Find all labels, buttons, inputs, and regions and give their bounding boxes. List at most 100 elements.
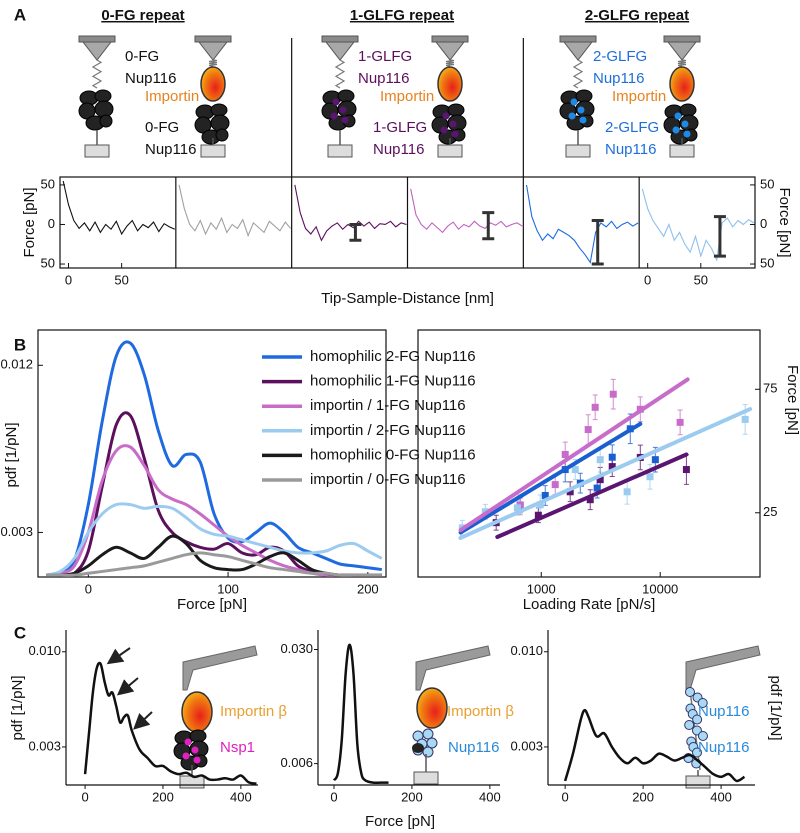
y-axis-label: pdf [1/pN] — [9, 675, 26, 740]
fg-repeat — [672, 126, 680, 134]
fg-repeat — [451, 130, 459, 138]
density-curve — [332, 643, 389, 785]
x-tick-label: 200 — [401, 789, 423, 804]
y-axis-label: pdf [1/pN] — [3, 422, 20, 487]
data-point — [586, 496, 594, 504]
fg-domain — [99, 114, 113, 128]
y-axis-label: pdf [1/pN] — [767, 675, 784, 740]
density-curve — [563, 708, 746, 783]
cartoon-label: Nup116 — [125, 70, 176, 87]
data-point — [566, 488, 574, 496]
fg-repeat — [440, 126, 448, 134]
cartoon-label: Importin — [145, 88, 199, 105]
x-tick-label: 0 — [562, 789, 569, 804]
x-tick-label: 100 — [217, 581, 239, 596]
plot-frame — [37, 329, 387, 578]
data-point — [623, 488, 631, 496]
y-tick-label: 0.003 — [28, 738, 61, 753]
y-tick-label: 0.010 — [510, 643, 543, 658]
data-point — [741, 415, 749, 423]
y-tick-label: 50 — [41, 176, 55, 191]
x-tick-label: 10000 — [642, 581, 678, 596]
data-point — [513, 504, 521, 512]
fg-repeat — [339, 106, 347, 114]
y-tick-label: 50 — [760, 176, 774, 191]
nup116-domain — [684, 720, 695, 730]
importin — [181, 691, 213, 733]
cartoon-label: 2-GLFG — [605, 119, 659, 136]
fg-repeat — [191, 746, 199, 754]
fg-domain — [412, 743, 424, 753]
cartoon-label: Nsp1 — [220, 739, 255, 756]
panel-header: 1-GLFG repeat — [350, 7, 454, 24]
cantilever-base — [663, 35, 701, 43]
y-tick-label: 0 — [760, 216, 767, 231]
rupture-force-bar — [349, 222, 362, 242]
linker — [572, 59, 584, 89]
force-trace — [641, 188, 755, 263]
data-point — [551, 481, 559, 489]
substrate — [179, 775, 205, 789]
x-tick-label: 0 — [65, 272, 72, 287]
cantilever-tip — [562, 41, 594, 61]
y-axis-label: Force [pN] — [776, 187, 793, 257]
nup116-domain — [426, 737, 438, 749]
x-tick-label: 400 — [479, 789, 501, 804]
x-tick-label: 200 — [357, 581, 379, 596]
cantilever-tip — [324, 41, 356, 61]
data-point — [609, 390, 617, 398]
cantilever-base — [78, 35, 116, 43]
data-point — [584, 426, 592, 434]
cartoon-label: Nup116 — [373, 141, 424, 158]
legend-label: homophilic 2-FG Nup116 — [310, 348, 476, 365]
y-tick-label: 0.030 — [280, 641, 313, 656]
y-tick-label: 75 — [763, 381, 777, 396]
fg-domain — [447, 103, 465, 117]
cartoon-label: Nup116 — [605, 141, 656, 158]
x-tick-label: 50 — [114, 272, 128, 287]
arrows — [106, 647, 153, 730]
fg-repeat — [683, 130, 691, 138]
x-tick-label: 1000 — [527, 581, 556, 596]
fg-repeat — [330, 112, 338, 120]
x-tick-label: 0 — [81, 789, 88, 804]
fg-domain — [189, 729, 207, 743]
data-point — [596, 476, 604, 484]
density-curve — [46, 551, 382, 577]
substrate — [437, 144, 463, 158]
data-point — [676, 418, 684, 426]
cartoon-label: 1-GLFG — [373, 119, 427, 136]
arrow — [116, 677, 139, 696]
cartoon-label: 0-FG — [125, 48, 159, 65]
force-trace — [62, 180, 175, 236]
y-tick-label: 50 — [760, 255, 774, 270]
importin — [200, 66, 226, 102]
cantilever-tip — [197, 41, 229, 61]
x-tick-label: 0 — [644, 272, 651, 287]
fg-repeat — [674, 112, 682, 120]
data-point — [608, 453, 616, 461]
substrate — [327, 144, 353, 158]
fit-line — [458, 407, 753, 540]
data-point — [534, 511, 542, 519]
cartoon-label: 1-GLFG — [358, 48, 412, 65]
y-tick-label: 0.003 — [0, 524, 33, 539]
nup116-domain — [697, 698, 708, 708]
cantilever-tip — [434, 41, 466, 61]
substrate — [565, 144, 591, 158]
fg-domain — [210, 103, 228, 117]
importin — [437, 66, 463, 102]
data-point — [608, 463, 616, 471]
density-curve — [46, 340, 383, 577]
substrate — [413, 771, 439, 785]
x-axis-label: Force [pN] — [177, 596, 247, 613]
fit-line — [458, 421, 643, 535]
nup116-domain — [692, 747, 702, 758]
data-point — [682, 466, 690, 474]
fg-repeat — [570, 98, 578, 106]
data-point — [651, 456, 659, 464]
x-tick-label: 400 — [230, 789, 252, 804]
force-trace — [410, 188, 523, 234]
cantilever-base — [431, 35, 469, 43]
y-tick-label: 0.012 — [0, 357, 33, 372]
